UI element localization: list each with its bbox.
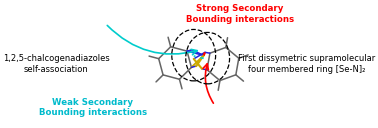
Text: 1,2,5-chalcogenadiazoles
self-association: 1,2,5-chalcogenadiazoles self-associatio… (3, 54, 110, 74)
Text: Weak Secondary
Bounding interactions: Weak Secondary Bounding interactions (39, 98, 147, 117)
Text: Strong Secondary
Bounding interactions: Strong Secondary Bounding interactions (186, 4, 294, 24)
Text: First dissymetric supramolecular
four membered ring [Se-N]₂: First dissymetric supramolecular four me… (238, 54, 375, 74)
